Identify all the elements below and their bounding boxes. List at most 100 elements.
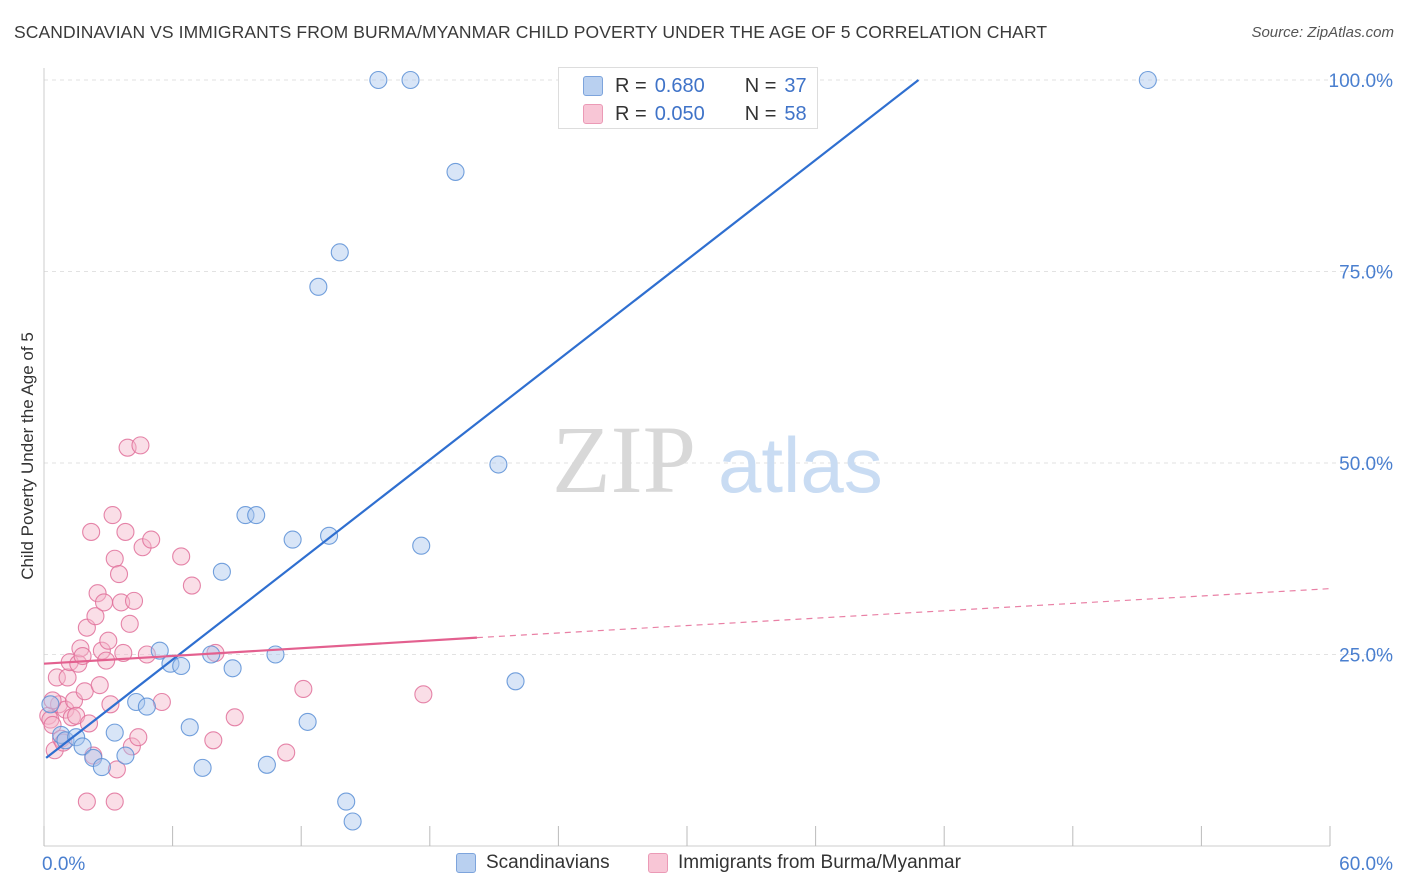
- y-axis-label: Child Poverty Under the Age of 5: [18, 332, 37, 580]
- burma-point-9: [58, 668, 77, 687]
- scandinavian-point-36: [1138, 70, 1157, 90]
- burma-point-17: [75, 682, 94, 701]
- trend-line-burma: [43, 636, 478, 665]
- burma-point-54: [277, 743, 296, 762]
- burma-point-46: [77, 792, 96, 811]
- scandinavian-point-2: [56, 731, 75, 750]
- source-credit: Source: ZipAtlas.com: [1251, 24, 1394, 41]
- burma-point-39: [122, 737, 141, 756]
- burma-point-40: [124, 591, 144, 610]
- burma-point-15: [71, 639, 90, 658]
- pink-n-label: N =: [744, 102, 777, 125]
- pink-r-value: 0.050: [654, 102, 705, 125]
- burma-point-45: [131, 436, 150, 455]
- burma-point-23: [88, 584, 107, 603]
- blue-n-label: N =: [744, 74, 777, 97]
- burma-point-38: [120, 614, 139, 633]
- pink-n-value: 58: [784, 102, 807, 125]
- burma-point-47: [105, 792, 124, 811]
- scandinavian-point-17: [212, 562, 231, 581]
- burma-point-29: [101, 695, 120, 714]
- scandinavian-point-8: [116, 746, 135, 765]
- scandinavian-point-10: [137, 697, 156, 716]
- legend-swatch-pink: [648, 853, 668, 873]
- scandinavian-point-6: [92, 758, 111, 777]
- burma-point-26: [94, 593, 114, 612]
- trend-line-burma-extension: [476, 588, 1331, 639]
- burma-point-36: [116, 522, 135, 541]
- scandinavian-point-25: [309, 277, 328, 296]
- burma-point-44: [142, 530, 161, 549]
- legend-item-scandinavians: Scandinavians: [456, 852, 610, 874]
- scandinavian-point-7: [105, 723, 124, 742]
- trend-line-scandinavians: [45, 79, 920, 759]
- scandinavian-point-18: [223, 659, 242, 678]
- x-tick-label-start: 0.0%: [42, 854, 85, 875]
- y-tick-label-1: 50.0%: [1339, 454, 1393, 475]
- burma-point-20: [82, 522, 101, 541]
- burma-point-33: [109, 565, 129, 584]
- watermark-zip: ZIP: [552, 406, 696, 513]
- burma-point-31: [105, 549, 124, 568]
- scandinavian-point-0: [41, 695, 60, 714]
- scandinavian-point-15: [193, 758, 212, 777]
- burma-point-49: [172, 547, 191, 566]
- burma-point-50: [182, 576, 201, 595]
- blue-r-value: 0.680: [654, 74, 705, 97]
- legend-label-scandinavians: Scandinavians: [486, 852, 610, 873]
- burma-point-22: [86, 607, 105, 626]
- y-tick-label-2: 75.0%: [1339, 263, 1393, 284]
- scandinavian-point-33: [446, 162, 465, 181]
- burma-point-32: [107, 760, 126, 779]
- scandinavian-point-11: [150, 641, 169, 660]
- scandinavian-point-29: [343, 812, 362, 831]
- scandinavian-point-4: [73, 737, 92, 756]
- stats-row-blue: R = 0.680 N = 37: [583, 72, 807, 100]
- trend-lines: [43, 79, 1331, 759]
- burma-point-4: [47, 668, 66, 687]
- pink-r-label: R =: [615, 102, 647, 125]
- scandinavian-point-9: [127, 692, 146, 712]
- scandinavian-point-32: [412, 536, 431, 555]
- series-pink-points: [39, 436, 433, 811]
- stats-row-pink: R = 0.050 N = 58: [583, 100, 807, 128]
- burma-point-24: [90, 676, 109, 695]
- bottom-legend: Scandinavians Immigrants from Burma/Myan…: [0, 852, 1406, 878]
- scandinavian-point-27: [330, 243, 349, 262]
- burma-point-53: [225, 708, 244, 727]
- scandinavian-point-21: [257, 755, 276, 774]
- legend-label-burma: Immigrants from Burma/Myanmar: [678, 852, 961, 873]
- scandinavian-point-31: [401, 70, 420, 90]
- burma-point-35: [114, 643, 133, 663]
- blue-n-value: 37: [784, 74, 807, 97]
- tick-labels: 25.0% 50.0% 75.0% 100.0% 0.0% 60.0%: [42, 71, 1393, 875]
- scandinavian-point-19: [236, 506, 255, 525]
- burma-point-41: [129, 728, 148, 747]
- burma-point-51: [204, 731, 223, 750]
- y-tick-label-0: 25.0%: [1339, 646, 1393, 667]
- scandinavian-point-35: [506, 672, 525, 691]
- scandinavian-point-30: [369, 70, 388, 90]
- burma-point-28: [99, 631, 118, 650]
- chart-title: SCANDINAVIAN VS IMMIGRANTS FROM BURMA/MY…: [14, 22, 1048, 42]
- burma-point-55: [294, 679, 313, 699]
- legend-item-burma: Immigrants from Burma/Myanmar: [648, 852, 961, 874]
- scandinavian-point-13: [172, 656, 191, 676]
- burma-point-48: [152, 692, 171, 712]
- axes: [43, 68, 1331, 847]
- blue-r-label: R =: [615, 74, 647, 97]
- burma-point-56: [414, 685, 433, 704]
- watermark-atlas: atlas: [718, 421, 883, 509]
- scandinavian-point-28: [337, 792, 356, 811]
- scandinavian-point-20: [247, 506, 266, 525]
- scandinavian-point-24: [298, 712, 317, 731]
- scandinavian-point-23: [283, 530, 302, 549]
- scandinavian-point-14: [180, 718, 199, 737]
- scandinavian-point-34: [489, 455, 508, 474]
- blue-swatch: [583, 76, 603, 96]
- x-tick-label-end: 60.0%: [1339, 854, 1393, 875]
- y-tick-label-3: 100.0%: [1329, 71, 1394, 92]
- gridlines: [44, 79, 1396, 655]
- stats-legend: R = 0.680 N = 37 R = 0.050 N = 58: [558, 67, 818, 129]
